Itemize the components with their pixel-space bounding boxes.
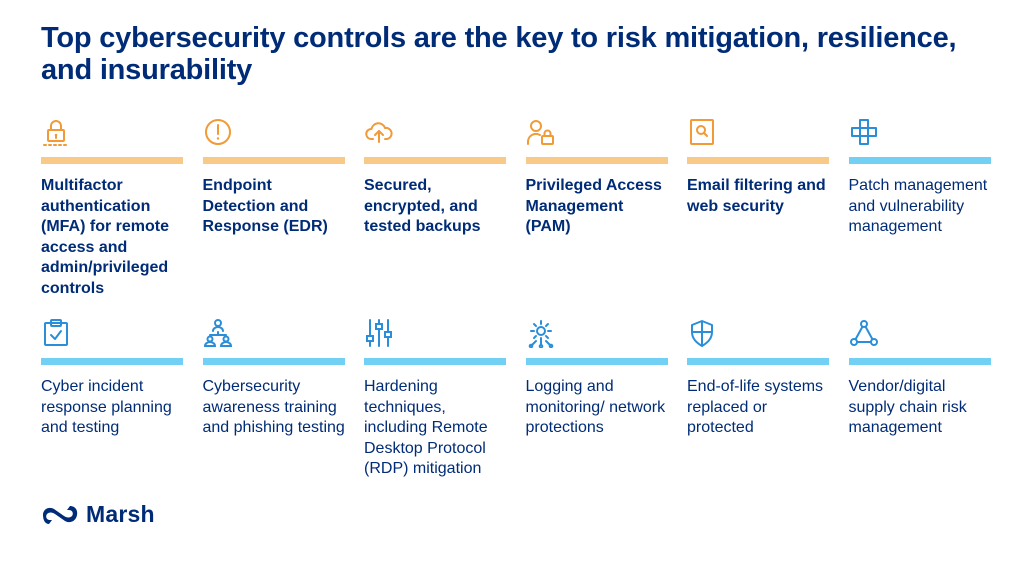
control-card-pam: Privileged Access Management (PAM)	[525, 117, 688, 300]
orange-bar	[41, 157, 183, 164]
control-label: Multifactor authentication (MFA) for rem…	[41, 177, 169, 297]
control-label: Cyber incident response planning and tes…	[41, 378, 172, 437]
blue-bar	[41, 358, 183, 365]
control-card-logging: Logging and monitoring/ network protecti…	[525, 318, 688, 480]
control-label: Cybersecurity awareness training and phi…	[202, 378, 345, 437]
control-card-patch: Patch management and vulnerability manag…	[848, 117, 1011, 300]
control-label: Privileged Access Management (PAM)	[525, 177, 662, 236]
control-card-mfa: Multifactor authentication (MFA) for rem…	[41, 117, 203, 300]
orange-bar	[525, 157, 668, 164]
blue-bar	[848, 358, 991, 365]
people-network-icon	[203, 318, 233, 352]
blue-bar	[525, 358, 668, 365]
gear-network-icon	[526, 318, 556, 352]
control-card-awareness: Cybersecurity awareness training and phi…	[202, 318, 365, 480]
control-label: Endpoint Detection and Response (EDR)	[202, 177, 328, 236]
control-label: Email filtering and web security	[687, 177, 826, 215]
control-card-hardening: Hardening techniques, including Remote D…	[364, 318, 526, 480]
padlock-icon	[41, 117, 71, 151]
control-label: Vendor/digital supply chain risk managem…	[848, 378, 967, 437]
control-label: Patch management and vulnerability manag…	[848, 177, 988, 236]
controls-row-2: Cyber incident response planning and tes…	[41, 318, 1001, 480]
control-card-vendor: Vendor/digital supply chain risk managem…	[848, 318, 1011, 480]
shield-icon	[687, 318, 717, 352]
orange-bar	[687, 157, 829, 164]
control-card-email: Email filtering and web security	[687, 117, 849, 300]
control-card-incident-response: Cyber incident response planning and tes…	[41, 318, 203, 480]
control-label: Secured, encrypted, and tested backups	[364, 177, 481, 236]
logo-text: Marsh	[86, 501, 155, 527]
marsh-logo-icon	[41, 504, 79, 526]
blue-bar	[202, 358, 345, 365]
sliders-icon	[364, 318, 394, 352]
page-title: Top cybersecurity controls are the key t…	[41, 22, 957, 86]
control-label: Hardening techniques, including Remote D…	[364, 378, 488, 478]
control-card-end-of-life: End-of-life systems replaced or protecte…	[687, 318, 849, 480]
blue-bar	[364, 358, 506, 365]
user-lock-icon	[526, 117, 556, 151]
marsh-logo: Marsh	[41, 501, 155, 528]
clipboard-check-icon	[41, 318, 71, 352]
controls-row-1: Multifactor authentication (MFA) for rem…	[41, 117, 1001, 300]
orange-bar	[202, 157, 345, 164]
blue-bar	[848, 157, 991, 164]
control-card-backups: Secured, encrypted, and tested backups	[364, 117, 526, 300]
control-label: Logging and monitoring/ network protecti…	[525, 378, 666, 437]
cloud-upload-icon	[364, 117, 394, 151]
control-card-edr: Endpoint Detection and Response (EDR)	[202, 117, 365, 300]
blue-bar	[687, 358, 829, 365]
mail-search-icon	[687, 117, 717, 151]
vendor-network-icon	[849, 318, 879, 352]
orange-bar	[364, 157, 506, 164]
control-label: End-of-life systems replaced or protecte…	[687, 378, 824, 437]
patch-cross-icon	[849, 117, 879, 151]
alert-circle-icon	[203, 117, 233, 151]
